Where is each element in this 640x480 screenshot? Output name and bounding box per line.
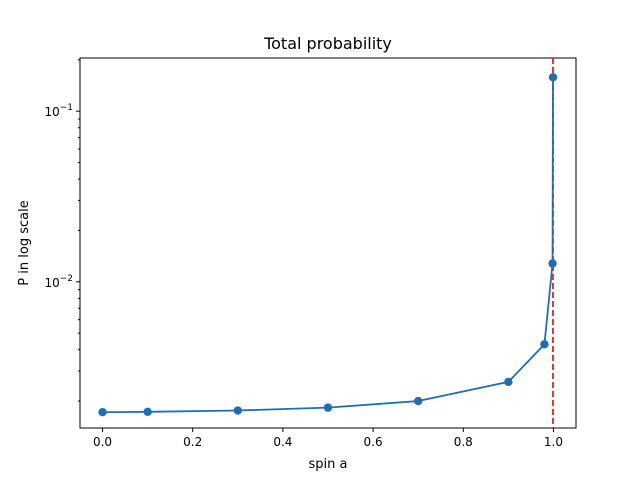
y-axis: 10−2 10−1	[44, 59, 80, 402]
data-point	[323, 403, 333, 412]
data-point	[548, 73, 558, 82]
x-tick-label: 0.0	[93, 435, 112, 449]
data-point	[504, 377, 513, 387]
series-line	[102, 77, 554, 414]
plot-marks	[98, 58, 558, 428]
x-tick-label: 0.4	[273, 435, 292, 449]
x-tick-label: 0.2	[183, 435, 202, 449]
y-tick-label: 10−2	[44, 274, 73, 290]
plot-area-frame	[79, 57, 577, 429]
y-tick-label: 10−1	[44, 103, 73, 119]
chart-title: Total probability	[263, 34, 392, 53]
x-axis: 0.0 0.2 0.4 0.6 0.8 1.0	[93, 428, 563, 449]
data-point	[548, 259, 557, 268]
x-axis-label: spin a	[309, 457, 348, 472]
x-tick-label: 0.6	[364, 435, 383, 449]
x-tick-label: 0.8	[454, 435, 473, 449]
y-axis-label: P in log scale	[17, 200, 32, 285]
data-point	[413, 396, 423, 406]
data-point	[143, 407, 152, 416]
data-point	[233, 406, 243, 415]
data-point	[540, 340, 549, 349]
x-tick-label: 1.0	[544, 435, 563, 449]
data-point	[98, 408, 107, 417]
